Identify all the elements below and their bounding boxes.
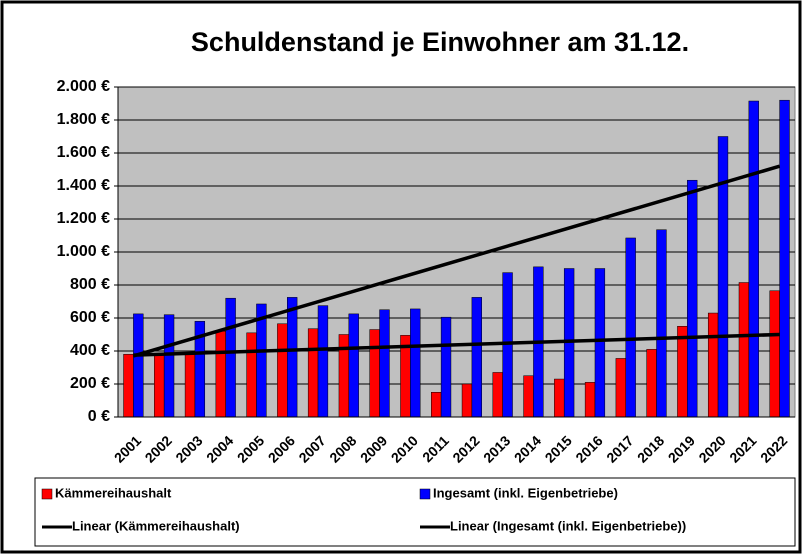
bar xyxy=(225,297,236,418)
y-tick-label: 0 € xyxy=(88,408,110,425)
legend-swatch xyxy=(419,488,431,500)
legend-label: Ingesamt (inkl. Eigenbetriebe) xyxy=(433,485,618,500)
bar xyxy=(287,297,298,418)
bar xyxy=(431,392,442,418)
bar xyxy=(646,349,657,418)
bar xyxy=(307,328,319,418)
bar xyxy=(277,323,288,418)
y-tick-label: 1.000 € xyxy=(57,243,110,260)
bar xyxy=(717,136,729,418)
bar xyxy=(440,316,452,418)
bar xyxy=(461,383,473,418)
y-tick-label: 600 € xyxy=(70,309,110,326)
y-tick-label: 1.400 € xyxy=(57,177,110,194)
bar xyxy=(133,313,144,418)
bar xyxy=(163,314,175,418)
bar xyxy=(594,268,606,418)
bar xyxy=(246,332,257,418)
y-tick-label: 1.600 € xyxy=(57,144,110,161)
bar xyxy=(707,312,719,418)
bar xyxy=(677,326,688,418)
chart-title: Schuldenstand je Einwohner am 31.12. xyxy=(191,27,689,57)
bar xyxy=(738,282,750,418)
bar xyxy=(215,330,226,418)
y-tick-label: 800 € xyxy=(70,276,110,293)
bar xyxy=(769,290,780,418)
bar xyxy=(492,372,503,418)
bar xyxy=(348,313,359,418)
bar xyxy=(615,358,626,418)
bar xyxy=(748,100,759,418)
bar xyxy=(184,353,196,418)
bar xyxy=(317,305,329,418)
bar xyxy=(584,382,596,418)
legend-label: Linear (Ingesamt (inkl. Eigenbetriebe)) xyxy=(450,518,686,533)
y-tick-label: 1.200 € xyxy=(57,210,110,227)
y-tick-label: 1.800 € xyxy=(57,111,110,128)
legend-label: Kämmereihaushalt xyxy=(55,485,172,500)
legend-label: Linear (Kämmereihaushalt) xyxy=(72,518,240,533)
bar xyxy=(554,378,565,418)
bar xyxy=(779,99,790,418)
bar xyxy=(471,297,482,418)
legend-box xyxy=(34,477,796,547)
bar xyxy=(656,229,667,418)
bar xyxy=(154,353,165,418)
trend-line xyxy=(133,332,780,357)
bar xyxy=(687,179,698,418)
y-tick-label: 2.000 € xyxy=(57,78,110,95)
bar xyxy=(369,329,380,418)
bar xyxy=(123,354,134,418)
bar xyxy=(379,309,390,418)
legend-swatch xyxy=(41,488,53,500)
y-tick-label: 400 € xyxy=(70,342,110,359)
trend-line xyxy=(132,164,781,358)
bar xyxy=(410,308,421,418)
bar xyxy=(625,237,636,418)
y-tick-label: 200 € xyxy=(70,375,110,392)
bar xyxy=(523,375,534,418)
